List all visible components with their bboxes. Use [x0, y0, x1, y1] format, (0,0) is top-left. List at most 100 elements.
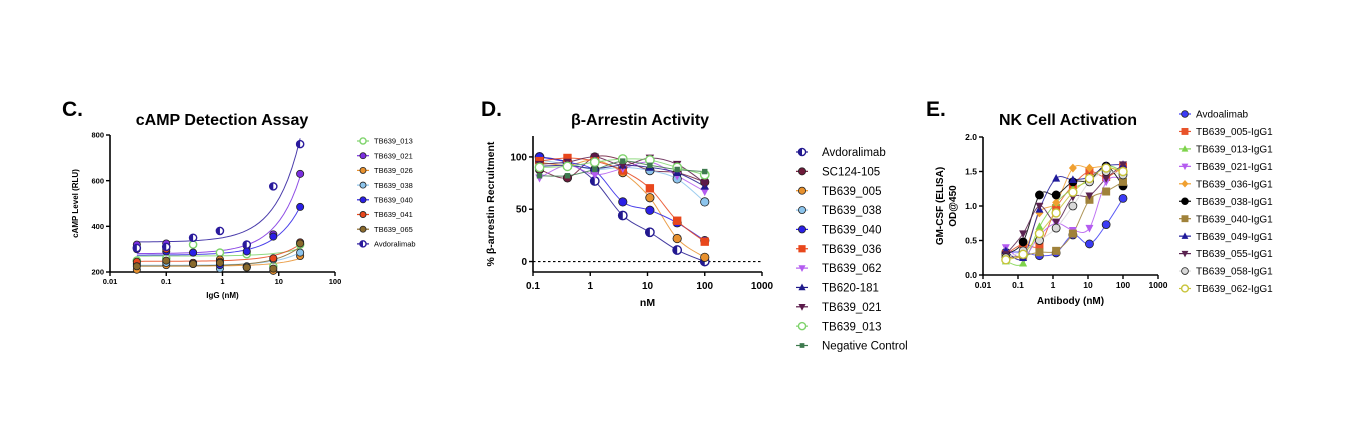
marker-fill	[590, 176, 595, 186]
legend-item: TB639_065	[357, 225, 413, 234]
legend-item: TB639_049-IgG1	[1179, 232, 1273, 243]
marker-fill	[798, 148, 802, 156]
data-point	[1085, 224, 1094, 233]
legend-label: TB639_021-IgG1	[1196, 162, 1273, 173]
data-point	[1052, 174, 1061, 182]
legend-item: TB639_058-IgG1	[1179, 267, 1273, 278]
legend-label: TB620-181	[822, 283, 879, 295]
legend-label: TB639_038	[822, 205, 881, 217]
marker-fill	[216, 227, 220, 235]
data-point	[296, 202, 305, 211]
y-tick-label: 100	[510, 152, 527, 163]
legend-marker	[798, 265, 806, 273]
legend-marker	[359, 166, 367, 174]
data-point	[1085, 239, 1094, 249]
x-axis-label: Antibody (nM)	[1037, 296, 1104, 307]
marker-fill	[618, 211, 623, 220]
data-point	[268, 182, 278, 191]
legend-label: Negative Control	[822, 341, 908, 353]
legend-marker	[359, 181, 367, 189]
data-point	[645, 193, 655, 203]
data-point	[562, 161, 573, 172]
data-point	[702, 168, 708, 175]
legend-label: TB639_013-IgG1	[1196, 145, 1273, 156]
data-point	[1085, 163, 1094, 173]
legend-label: Avdoalimab	[1196, 110, 1249, 121]
legend-marker	[798, 225, 806, 234]
data-point	[1018, 237, 1028, 247]
legend-item: TB639_005-IgG1	[1179, 127, 1273, 138]
data-point	[674, 166, 680, 173]
data-point	[1085, 192, 1094, 201]
marker-fill	[645, 228, 650, 237]
legend-marker	[798, 245, 806, 253]
legend-label: TB639_021	[374, 151, 413, 160]
x-axis-label: nM	[640, 297, 655, 309]
x-tick-label: 100	[1116, 280, 1130, 290]
legend-marker	[359, 152, 367, 160]
legend-item: TB639_013-IgG1	[1179, 145, 1273, 156]
legend-label: TB639_005	[822, 186, 881, 198]
data-point	[1068, 229, 1077, 238]
marker-fill	[296, 140, 301, 148]
data-point	[215, 258, 224, 267]
legend-label: TB639_038	[374, 181, 413, 190]
chart-1: D. β-Arrestin Activity 0.1 1 10 100 1000 0 50 100…	[481, 98, 908, 353]
data-point	[189, 248, 198, 257]
legend-label: TB639_062	[822, 263, 881, 275]
chart-title: NK Cell Activation	[999, 112, 1137, 129]
legend-label: TB639_036	[822, 244, 881, 256]
data-point	[1101, 220, 1111, 230]
legend-label: TB639_040-IgG1	[1196, 214, 1273, 225]
legend-marker	[359, 225, 367, 233]
legend-item: TB639_038	[357, 181, 413, 190]
y-axis-label: GM-CSF (ELISA)	[935, 167, 946, 245]
series-TB639_065	[132, 239, 305, 273]
y-tick-label: 1.0	[965, 201, 977, 211]
y-tick-label: 50	[516, 205, 528, 216]
legend-item: TB639_062-IgG1	[1179, 284, 1273, 295]
legend-item: TB639_013	[357, 137, 413, 146]
x-tick-label: 100	[696, 281, 713, 292]
legend-label: TB639_040	[374, 196, 413, 205]
data-point	[620, 158, 626, 164]
data-point	[1018, 249, 1028, 260]
data-point	[617, 210, 628, 221]
data-point	[1035, 202, 1044, 211]
legend-marker	[1181, 232, 1189, 239]
data-point	[162, 256, 171, 265]
x-tick-label: 1	[220, 277, 224, 286]
legend-item: TB639_038	[796, 205, 881, 217]
legend-marker	[359, 211, 367, 218]
legend-marker	[1180, 284, 1190, 293]
data-point	[1102, 175, 1111, 183]
legend-label: TB639_021	[822, 302, 881, 314]
data-point	[269, 232, 278, 241]
legend-item: TB620-181	[796, 283, 879, 295]
x-tick-label: 0.1	[1012, 280, 1024, 290]
data-point	[132, 243, 142, 253]
data-point	[536, 173, 543, 179]
data-point	[296, 169, 305, 178]
data-point	[1034, 228, 1045, 239]
legend-item: TB639_040	[796, 225, 881, 237]
data-point	[672, 233, 682, 244]
data-point	[1052, 218, 1061, 227]
y-tick-label: 0.5	[965, 235, 977, 245]
x-axis-label: IgG (nM)	[206, 291, 239, 300]
data-point	[1051, 223, 1061, 233]
data-point	[673, 216, 682, 225]
data-point	[1051, 208, 1061, 218]
legend-marker	[1181, 215, 1189, 223]
legend-item: TB639_021	[357, 151, 413, 160]
x-tick-label: 1000	[1149, 280, 1168, 290]
legend-label: TB639_065	[374, 225, 413, 234]
data-point	[1068, 163, 1077, 173]
panel-letter: C.	[62, 98, 83, 121]
legend-marker	[359, 137, 367, 145]
data-point	[1052, 246, 1061, 255]
marker-fill	[162, 243, 167, 251]
legend-item: TB639_040	[357, 196, 413, 205]
x-tick-label: 100	[329, 277, 342, 286]
